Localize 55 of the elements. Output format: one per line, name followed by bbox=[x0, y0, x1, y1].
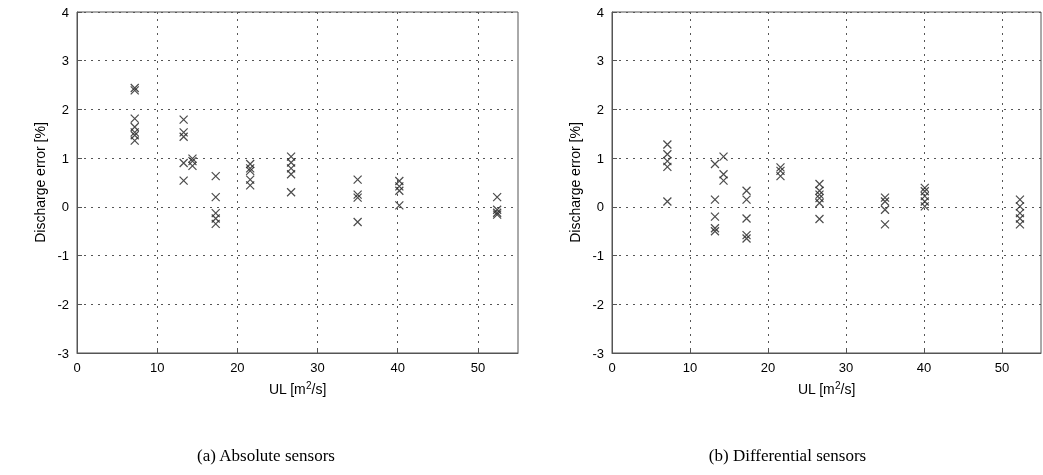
y-tick-label: -1 bbox=[592, 248, 604, 264]
point bbox=[718, 152, 729, 162]
y-tick-label: 0 bbox=[596, 199, 604, 215]
x-tick-label: 50 bbox=[470, 360, 486, 375]
x-tick-label: 30 bbox=[310, 360, 325, 375]
y-axis-title: Discharge error [%] bbox=[566, 122, 583, 243]
point bbox=[179, 158, 189, 168]
point bbox=[741, 230, 752, 240]
point bbox=[353, 174, 363, 185]
y-tick-label: 3 bbox=[596, 53, 604, 69]
x-tick-label: 40 bbox=[390, 360, 405, 375]
y-tick-label: -2 bbox=[592, 296, 604, 312]
point bbox=[814, 214, 825, 224]
point bbox=[741, 233, 752, 244]
x-tick-label: 0 bbox=[608, 360, 616, 375]
x-tick-label: 10 bbox=[682, 360, 698, 375]
y-tick-label: 0 bbox=[61, 199, 69, 215]
point bbox=[741, 213, 752, 224]
y-tick-label: 2 bbox=[596, 101, 604, 117]
point bbox=[179, 175, 189, 186]
point bbox=[880, 219, 890, 229]
y-tick-label: -3 bbox=[57, 345, 69, 361]
x-tick-label: 30 bbox=[838, 360, 854, 375]
point bbox=[710, 194, 720, 205]
y-tick-label: -1 bbox=[57, 248, 69, 264]
y-tick-label: 4 bbox=[61, 4, 69, 20]
y-tick-label: 3 bbox=[61, 53, 69, 69]
x-tick-label: 20 bbox=[230, 360, 245, 375]
point bbox=[710, 212, 720, 222]
point bbox=[286, 187, 296, 197]
y-tick-label: 1 bbox=[596, 150, 604, 166]
point bbox=[710, 159, 720, 169]
point bbox=[211, 192, 221, 202]
x-tick-label: 20 bbox=[760, 360, 776, 375]
x-tick-label: 10 bbox=[149, 360, 165, 375]
point bbox=[353, 217, 363, 227]
text: (b) Differential sensors bbox=[708, 446, 867, 465]
point bbox=[880, 193, 890, 203]
y-axis-title: Discharge error [%] bbox=[31, 122, 48, 243]
point bbox=[179, 132, 189, 142]
x-tick-label: 40 bbox=[916, 360, 932, 375]
point bbox=[492, 192, 502, 202]
point bbox=[662, 196, 672, 207]
y-tick-label: -2 bbox=[57, 296, 69, 312]
y-tick-label: -3 bbox=[592, 345, 604, 361]
x-tick-label: 50 bbox=[994, 360, 1010, 375]
point bbox=[211, 171, 221, 181]
point bbox=[179, 115, 189, 125]
y-tick-label: 2 bbox=[61, 101, 69, 117]
text: (a) Absolute sensors bbox=[197, 446, 335, 465]
x-tick-label: 0 bbox=[73, 360, 81, 375]
point bbox=[179, 127, 189, 137]
point bbox=[394, 200, 404, 210]
y-tick-label: 4 bbox=[596, 4, 604, 20]
y-tick-label: 1 bbox=[61, 150, 69, 166]
